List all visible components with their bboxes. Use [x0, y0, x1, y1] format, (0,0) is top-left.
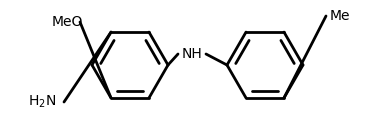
Text: Me: Me	[330, 9, 350, 23]
Text: H$_2$N: H$_2$N	[28, 94, 56, 110]
Text: NH: NH	[182, 47, 202, 61]
Text: MeO: MeO	[52, 15, 83, 29]
